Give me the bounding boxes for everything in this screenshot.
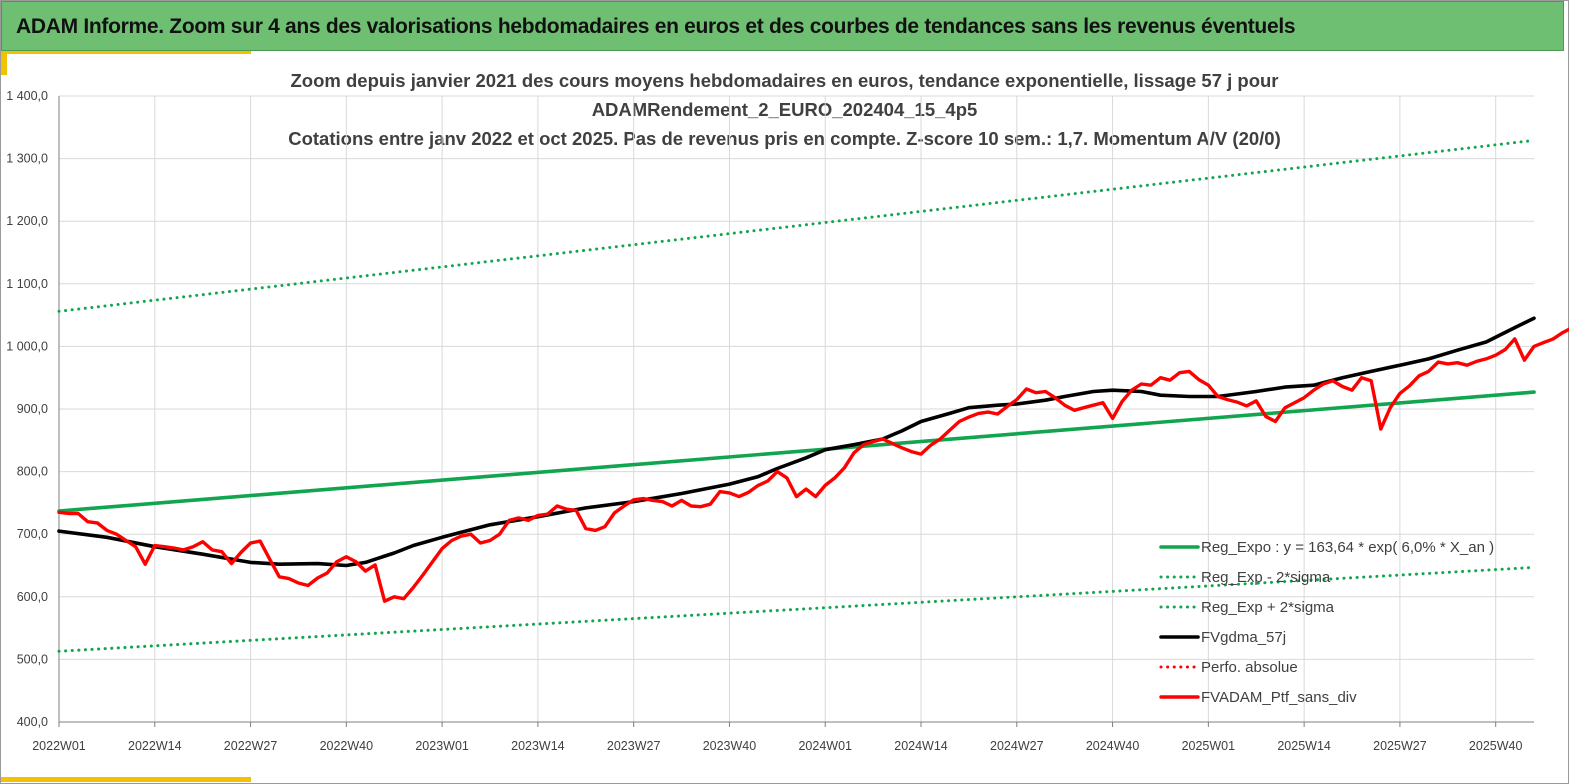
x-tick-label: 2023W14 bbox=[511, 739, 565, 753]
y-tick-label: 1 200,0 bbox=[6, 214, 48, 228]
legend-label: Perfo. absolue bbox=[1201, 659, 1298, 676]
x-tick-label: 2025W14 bbox=[1277, 739, 1331, 753]
x-tick-label: 2022W01 bbox=[32, 739, 86, 753]
accent-bar-left bbox=[1, 51, 7, 75]
y-tick-label: 700,0 bbox=[17, 527, 48, 541]
legend-label: FVgdma_57j bbox=[1201, 629, 1286, 646]
page-title: ADAM Informe. Zoom sur 4 ans des valoris… bbox=[16, 15, 1296, 38]
x-tick-label: 2022W14 bbox=[128, 739, 182, 753]
y-tick-label: 1 100,0 bbox=[6, 277, 48, 291]
x-tick-label: 2024W01 bbox=[798, 739, 852, 753]
y-tick-label: 600,0 bbox=[17, 590, 48, 604]
accent-bar-bottom bbox=[1, 777, 251, 782]
y-tick-label: 800,0 bbox=[17, 465, 48, 479]
series-line-reg-exp-2-sigma bbox=[57, 138, 1536, 313]
series-line-reg-exp-2-sigma bbox=[57, 565, 1536, 653]
accent-bar-top bbox=[1, 51, 251, 54]
x-tick-label: 2024W27 bbox=[990, 739, 1044, 753]
series-line-fvadam-ptf-sans-div bbox=[57, 327, 1569, 603]
legend-label: Reg_Exp + 2*sigma bbox=[1201, 599, 1335, 616]
y-tick-label: 500,0 bbox=[17, 652, 48, 666]
x-tick-label: 2022W27 bbox=[224, 739, 278, 753]
x-tick-label: 2025W40 bbox=[1469, 739, 1523, 753]
y-tick-label: 900,0 bbox=[17, 402, 48, 416]
series-line-fvgdma-57j bbox=[57, 316, 1536, 568]
x-tick-label: 2025W27 bbox=[1373, 739, 1427, 753]
x-tick-label: 2022W40 bbox=[320, 739, 374, 753]
series-line-reg-expo-y-163-64-exp-6-0-x-an bbox=[57, 390, 1536, 513]
y-tick-label: 1 000,0 bbox=[6, 339, 48, 353]
y-tick-label: 400,0 bbox=[17, 715, 48, 729]
legend-label: FVADAM_Ptf_sans_div bbox=[1201, 689, 1357, 706]
y-tick-label: 1 400,0 bbox=[6, 89, 48, 103]
x-tick-label: 2023W40 bbox=[703, 739, 757, 753]
legend-label: Reg_Exp - 2*sigma bbox=[1201, 569, 1331, 586]
chart-title-line-3: Cotations entre janv 2022 et oct 2025. P… bbox=[288, 128, 1281, 149]
x-tick-label: 2023W01 bbox=[415, 739, 469, 753]
chart-title-line-2: ADAMRendement_2_EURO_202404_15_4p5 bbox=[591, 99, 978, 120]
x-tick-label: 2024W14 bbox=[894, 739, 948, 753]
chart-title-line-1: Zoom depuis janvier 2021 des cours moyen… bbox=[290, 70, 1279, 91]
legend-label: Reg_Expo : y = 163,64 * exp( 6,0% * X_an… bbox=[1201, 539, 1494, 556]
x-tick-label: 2024W40 bbox=[1086, 739, 1140, 753]
y-tick-label: 1 300,0 bbox=[6, 152, 48, 166]
x-tick-label: 2025W01 bbox=[1182, 739, 1236, 753]
header-bar: ADAM Informe. Zoom sur 4 ans des valoris… bbox=[1, 1, 1564, 51]
x-tick-label: 2023W27 bbox=[607, 739, 661, 753]
